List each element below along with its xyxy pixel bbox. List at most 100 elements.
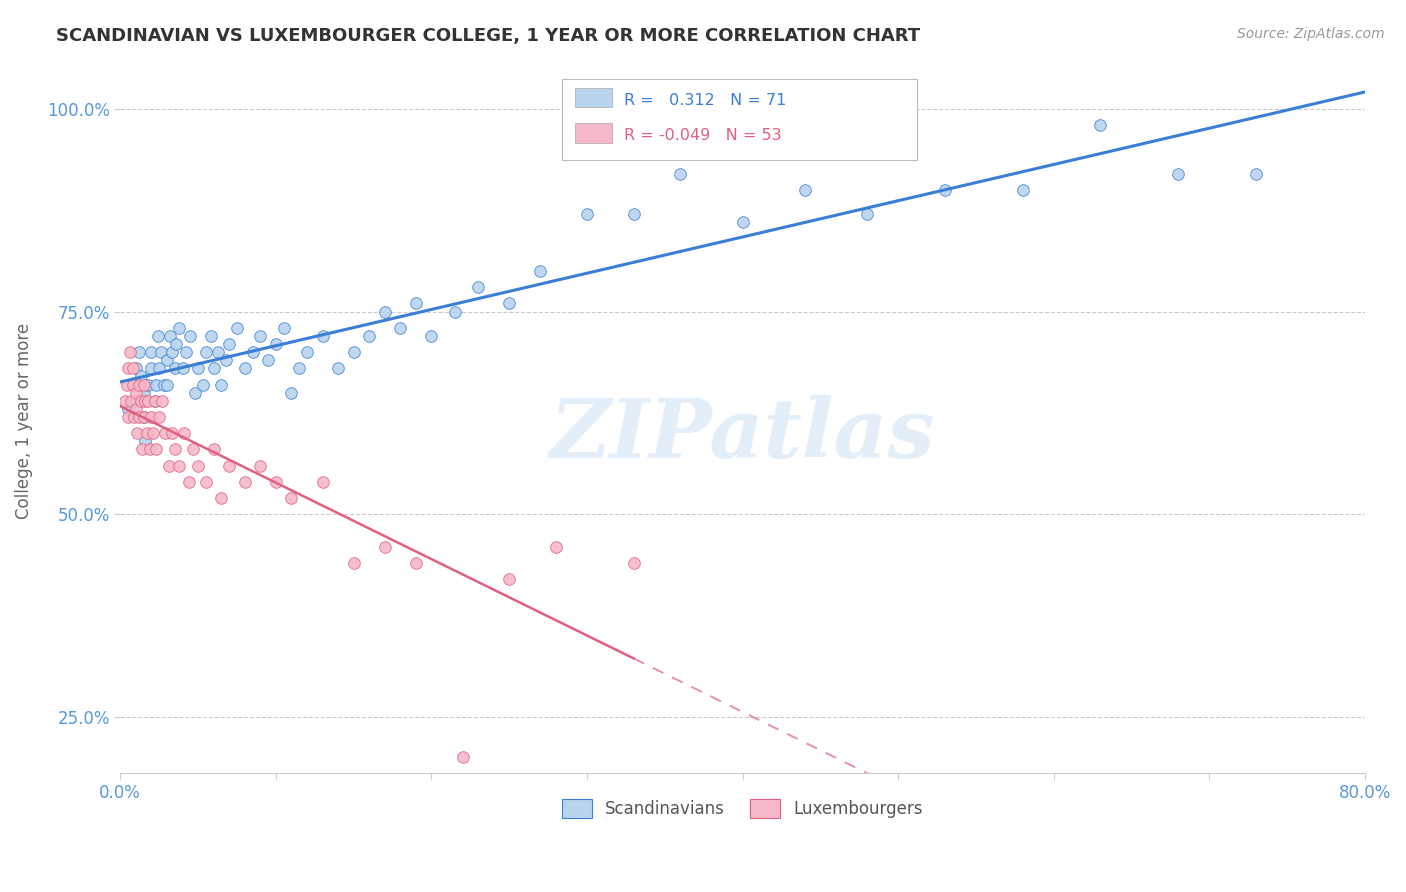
Point bbox=[1090, 118, 1112, 132]
Point bbox=[389, 320, 412, 334]
Point bbox=[1011, 183, 1033, 197]
Point bbox=[132, 409, 155, 424]
Point bbox=[187, 458, 209, 473]
Point bbox=[159, 329, 181, 343]
Point bbox=[121, 377, 143, 392]
Point bbox=[194, 345, 217, 359]
Point bbox=[295, 345, 318, 359]
Point bbox=[156, 353, 179, 368]
Point bbox=[1167, 167, 1189, 181]
Point bbox=[172, 361, 194, 376]
Text: R = -0.049   N = 53: R = -0.049 N = 53 bbox=[624, 128, 782, 144]
Point bbox=[288, 361, 311, 376]
Point bbox=[202, 361, 225, 376]
Point bbox=[420, 329, 443, 343]
Point bbox=[148, 361, 170, 376]
FancyBboxPatch shape bbox=[562, 79, 917, 161]
Point bbox=[544, 540, 567, 554]
Point bbox=[145, 377, 167, 392]
Point bbox=[343, 556, 366, 570]
Point bbox=[233, 361, 256, 376]
Text: Source: ZipAtlas.com: Source: ZipAtlas.com bbox=[1237, 27, 1385, 41]
Point bbox=[856, 207, 879, 221]
Point bbox=[264, 475, 287, 489]
Point bbox=[132, 409, 155, 424]
Point bbox=[623, 556, 645, 570]
Point bbox=[139, 442, 162, 457]
Point bbox=[280, 385, 302, 400]
Point bbox=[169, 320, 191, 334]
Point bbox=[326, 361, 349, 376]
Point bbox=[218, 337, 240, 351]
Point bbox=[145, 442, 167, 457]
Point bbox=[121, 377, 143, 392]
Point bbox=[146, 329, 169, 343]
Point bbox=[249, 329, 271, 343]
Point bbox=[273, 320, 295, 334]
Point bbox=[132, 377, 155, 392]
Point bbox=[134, 434, 156, 449]
Point bbox=[156, 377, 179, 392]
Point bbox=[249, 458, 271, 473]
Point bbox=[125, 393, 148, 408]
Point bbox=[209, 491, 232, 505]
Point bbox=[128, 409, 150, 424]
Point bbox=[141, 409, 163, 424]
Point bbox=[131, 442, 153, 457]
Point bbox=[451, 750, 474, 764]
Point bbox=[148, 409, 170, 424]
Point bbox=[731, 215, 754, 229]
Point bbox=[120, 393, 142, 408]
Point bbox=[127, 426, 149, 441]
Point bbox=[132, 385, 155, 400]
Point bbox=[311, 475, 333, 489]
Point bbox=[157, 458, 180, 473]
Point bbox=[129, 369, 152, 384]
Point bbox=[121, 361, 143, 376]
Point bbox=[149, 345, 172, 359]
Point bbox=[207, 345, 229, 359]
Point bbox=[155, 426, 177, 441]
Point bbox=[623, 207, 645, 221]
Point bbox=[793, 183, 815, 197]
Bar bbox=[575, 123, 612, 143]
Point bbox=[529, 264, 551, 278]
Point bbox=[173, 426, 195, 441]
Point bbox=[405, 296, 427, 310]
Y-axis label: College, 1 year or more: College, 1 year or more bbox=[15, 323, 32, 519]
Point bbox=[443, 304, 465, 318]
Point bbox=[160, 426, 183, 441]
Point bbox=[174, 345, 197, 359]
Point bbox=[374, 540, 396, 554]
Point bbox=[498, 296, 520, 310]
Text: ZIPatlas: ZIPatlas bbox=[550, 395, 935, 475]
Point bbox=[136, 393, 159, 408]
Point bbox=[242, 345, 264, 359]
Point bbox=[160, 345, 183, 359]
Point bbox=[405, 556, 427, 570]
Text: R =   0.312   N = 71: R = 0.312 N = 71 bbox=[624, 93, 787, 108]
Point bbox=[280, 491, 302, 505]
Point bbox=[115, 377, 138, 392]
Point bbox=[215, 353, 238, 368]
Point bbox=[467, 280, 489, 294]
Point bbox=[128, 377, 150, 392]
Point bbox=[1244, 167, 1267, 181]
Point bbox=[233, 475, 256, 489]
Point bbox=[169, 458, 191, 473]
Text: SCANDINAVIAN VS LUXEMBOURGER COLLEGE, 1 YEAR OR MORE CORRELATION CHART: SCANDINAVIAN VS LUXEMBOURGER COLLEGE, 1 … bbox=[56, 27, 921, 45]
Point bbox=[125, 385, 148, 400]
Point bbox=[165, 337, 187, 351]
Point bbox=[187, 361, 209, 376]
Point bbox=[218, 458, 240, 473]
Legend: Scandinavians, Luxembourgers: Scandinavians, Luxembourgers bbox=[555, 792, 929, 825]
Point bbox=[128, 345, 150, 359]
Point bbox=[129, 393, 152, 408]
Point bbox=[143, 393, 166, 408]
Point bbox=[264, 337, 287, 351]
Point bbox=[179, 329, 201, 343]
Point bbox=[374, 304, 396, 318]
Point bbox=[177, 475, 200, 489]
Point bbox=[257, 353, 280, 368]
Point bbox=[114, 393, 136, 408]
